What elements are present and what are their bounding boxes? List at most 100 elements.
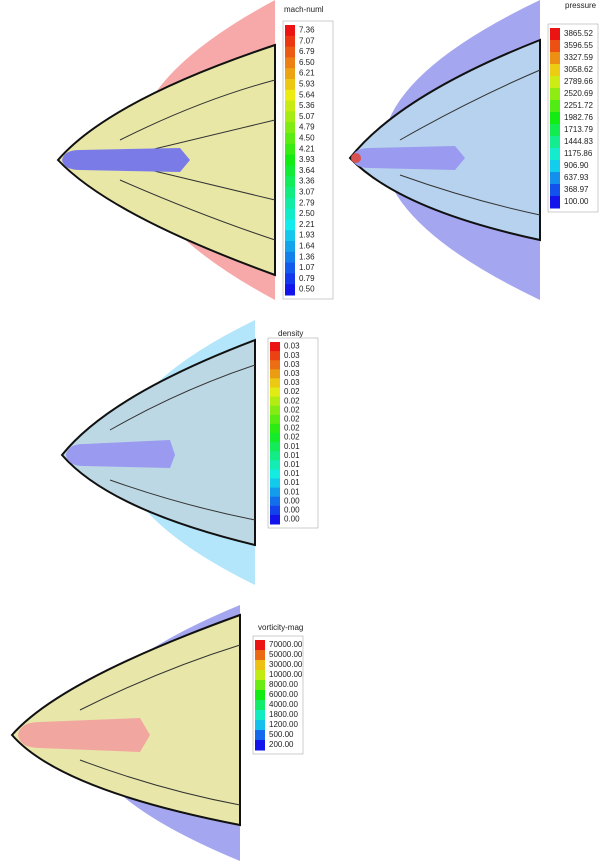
colorbar-label: 70000.00 — [269, 640, 303, 649]
colorbar-label: 0.03 — [284, 378, 300, 387]
colorbar-step — [270, 360, 280, 370]
colorbar-step — [270, 515, 280, 525]
colorbar-label: 3.93 — [299, 155, 315, 164]
colorbar-label: 30000.00 — [269, 660, 303, 669]
colorbar-label: 2.50 — [299, 209, 315, 218]
colorbar-label: 6000.00 — [269, 690, 298, 699]
colorbar-step — [255, 670, 265, 681]
colorbar-step — [285, 230, 295, 241]
colorbar-step — [255, 740, 265, 751]
colorbar-step — [255, 650, 265, 661]
colorbar-step — [270, 424, 280, 434]
colorbar-step — [270, 469, 280, 479]
colorbar-label: 1800.00 — [269, 710, 298, 719]
colorbar-step — [550, 40, 560, 53]
colorbar-title: mach-numl — [284, 5, 324, 14]
colorbar-step — [255, 640, 265, 651]
colorbar-label: 2251.72 — [564, 101, 593, 110]
colorbar-step — [285, 187, 295, 198]
colorbar-label: 0.00 — [284, 505, 300, 514]
page: {"panels": [ {"title": "mach-numl", "lab… — [0, 0, 600, 861]
colorbar-step — [285, 144, 295, 155]
colorbar-step — [285, 68, 295, 79]
colorbar-step — [285, 263, 295, 274]
colorbar-step — [270, 497, 280, 507]
colorbar-label: 1713.79 — [564, 125, 593, 134]
colorbar-step — [550, 52, 560, 65]
colorbar-label: 0.50 — [299, 285, 315, 294]
colorbar-step — [270, 388, 280, 398]
colorbar-title: pressure — [565, 1, 597, 10]
colorbar-label: 7.36 — [299, 26, 315, 35]
colorbar-label: 3.36 — [299, 177, 315, 186]
colorbar-step — [270, 378, 280, 388]
colorbar-label: 3596.55 — [564, 41, 593, 50]
colorbar-step — [270, 479, 280, 489]
colorbar-step — [255, 730, 265, 741]
colorbar-label: 5.93 — [299, 80, 315, 89]
colorbar-step — [550, 100, 560, 113]
colorbar-step — [285, 252, 295, 263]
colorbar-label: 4.21 — [299, 144, 315, 153]
body — [66, 440, 175, 468]
body — [18, 718, 150, 752]
colorbar-step — [285, 165, 295, 176]
colorbar-label: 2789.66 — [564, 77, 593, 86]
colorbar-label: 5.36 — [299, 101, 315, 110]
colorbar-label: 0.79 — [299, 274, 315, 283]
colorbar-label: 0.00 — [284, 515, 300, 524]
colorbar-label: 3865.52 — [564, 29, 593, 38]
colorbar-label: 5.07 — [299, 112, 315, 121]
colorbar-step — [285, 25, 295, 36]
colorbar-label: 0.03 — [284, 369, 300, 378]
colorbar-step — [270, 451, 280, 461]
colorbar-step — [550, 148, 560, 161]
colorbar-label: 50000.00 — [269, 650, 303, 659]
colorbar-step — [285, 241, 295, 252]
colorbar-label: 4.50 — [299, 134, 315, 143]
colorbar-label: 1.93 — [299, 231, 315, 240]
colorbar-step — [285, 209, 295, 220]
colorbar-label: 1.07 — [299, 263, 315, 272]
colorbar-step — [550, 160, 560, 173]
colorbar-step — [550, 88, 560, 101]
colorbar-label: 3327.59 — [564, 53, 593, 62]
colorbar-step — [270, 488, 280, 498]
colorbar-step — [270, 415, 280, 425]
colorbar-label: 1982.76 — [564, 113, 593, 122]
colorbar-label: 500.00 — [269, 730, 294, 739]
colorbar-step — [270, 369, 280, 379]
colorbar-label: 0.02 — [284, 387, 300, 396]
colorbar-step — [270, 351, 280, 361]
colorbar-step — [270, 406, 280, 416]
colorbar-label: 2520.69 — [564, 89, 593, 98]
colorbar-label: 0.00 — [284, 496, 300, 505]
colorbar-step — [550, 136, 560, 149]
colorbar-label: 0.01 — [284, 442, 300, 451]
colorbar-label: 1175.86 — [564, 149, 593, 158]
figure: mach-numl7.367.076.796.506.215.935.645.3… — [0, 0, 600, 861]
colorbar-step — [255, 710, 265, 721]
colorbar-label: 0.01 — [284, 487, 300, 496]
contour-plot — [350, 0, 540, 300]
contour-plot — [12, 605, 240, 861]
colorbar-step — [270, 433, 280, 443]
colorbar-step — [285, 90, 295, 101]
colorbar-label: 6.50 — [299, 58, 315, 67]
colorbar-step — [255, 680, 265, 691]
colorbar-step — [550, 124, 560, 137]
colorbar-label: 1444.83 — [564, 137, 593, 146]
colorbar-step — [285, 133, 295, 144]
colorbar-step — [255, 720, 265, 731]
colorbar-step — [285, 47, 295, 58]
colorbar-label: 2.79 — [299, 198, 315, 207]
colorbar-title: vorticity-mag — [258, 623, 303, 632]
colorbar-label: 0.01 — [284, 469, 300, 478]
colorbar-label: 6.21 — [299, 69, 315, 78]
colorbar-label: 10000.00 — [269, 670, 303, 679]
colorbar-step — [285, 273, 295, 284]
contour-plot — [62, 320, 255, 585]
stagnation — [351, 153, 361, 163]
colorbar-step — [270, 460, 280, 470]
colorbar-label: 0.01 — [284, 460, 300, 469]
